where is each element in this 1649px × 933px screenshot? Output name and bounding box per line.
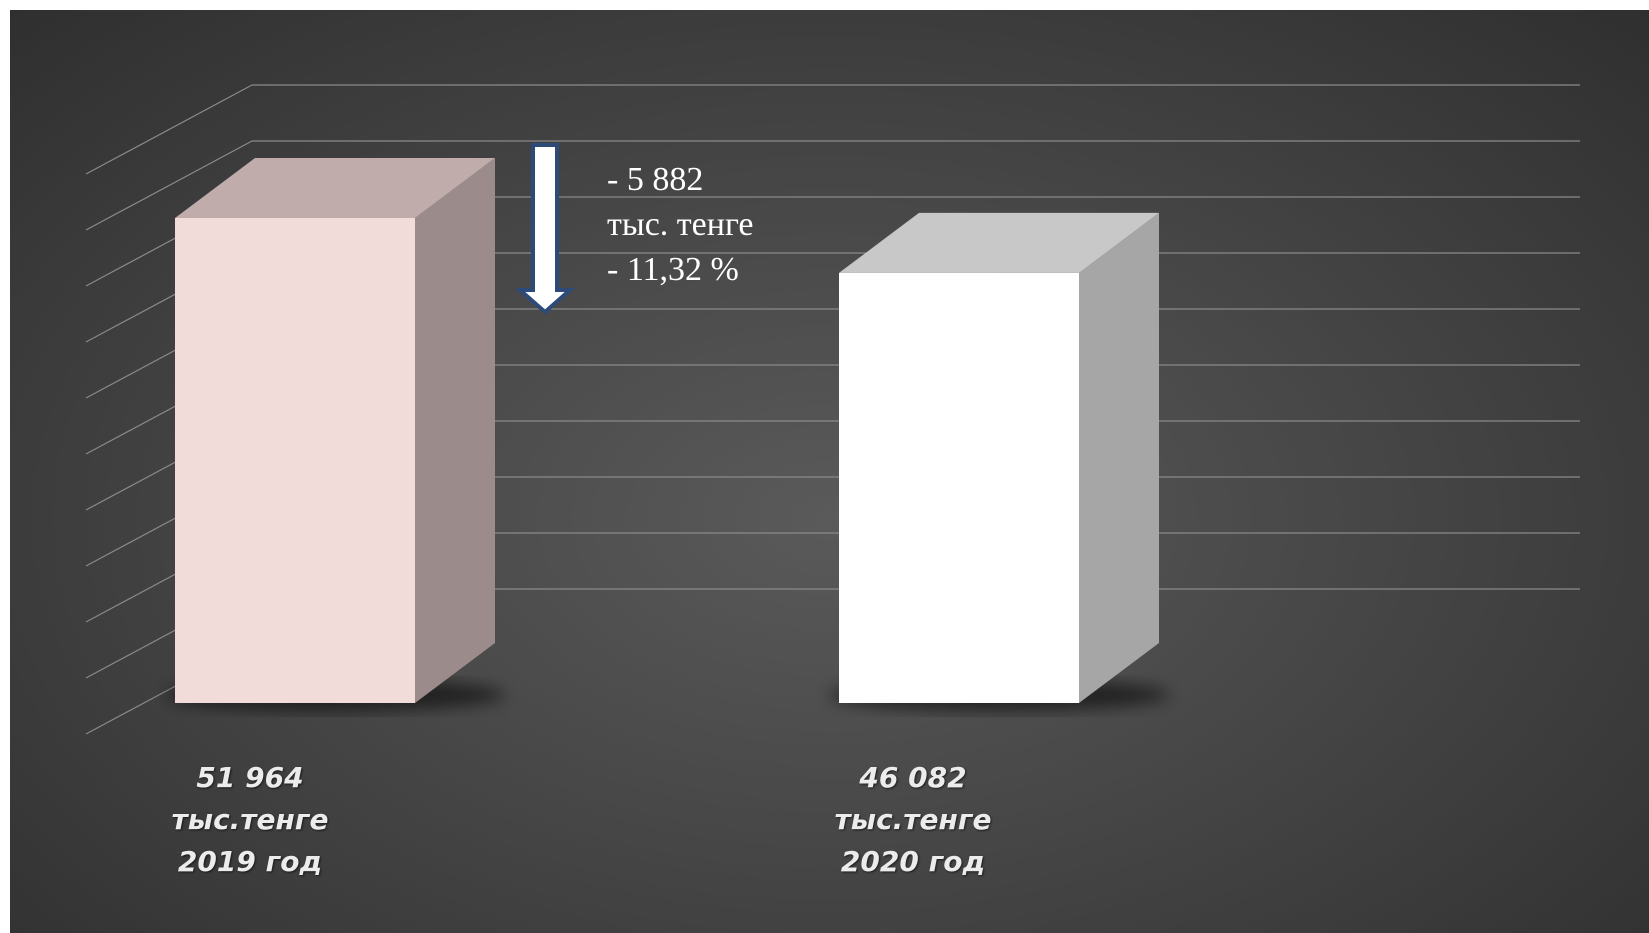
change-amount: - 5 882 <box>607 161 704 198</box>
bar-unit-label: тыс.тенге <box>171 803 329 836</box>
bar-unit-label: тыс.тенге <box>834 803 992 836</box>
change-annotation: - 5 882 тыс. тенге - 11,32 % <box>607 157 754 292</box>
change-percent: - 11,32 % <box>607 251 739 288</box>
bar-year-label: 2019 год <box>177 845 323 878</box>
bar-top <box>175 158 495 219</box>
gridline-side <box>85 140 253 231</box>
annotation-arrow <box>514 143 576 315</box>
change-unit: тыс. тенге <box>607 206 754 243</box>
bar-side <box>1079 212 1159 703</box>
category-label-2019: 51 964 тыс.тенге 2019 год <box>100 757 400 883</box>
bar-year-label: 2020 год <box>840 845 986 878</box>
down-arrow-icon <box>514 143 576 315</box>
gridline-side <box>85 84 253 175</box>
bar-front <box>175 218 415 703</box>
category-label-2020: 46 082 тыс.тенге 2020 год <box>763 757 1063 883</box>
bar-value-label: 51 964 <box>196 761 304 794</box>
bar-top <box>839 212 1159 273</box>
bars <box>165 158 1169 711</box>
bar-front <box>839 272 1079 703</box>
bar-value-label: 46 082 <box>859 761 967 794</box>
bar-side <box>415 158 495 703</box>
